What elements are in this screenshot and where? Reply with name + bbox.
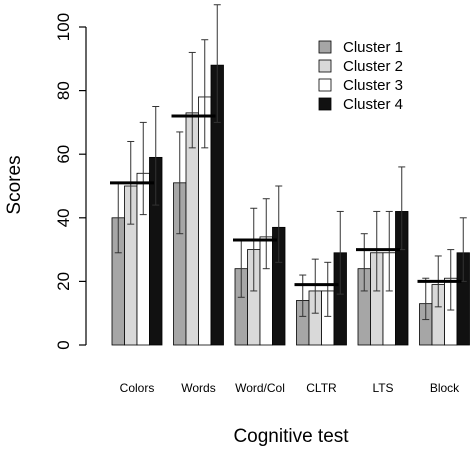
y-axis-title: Scores xyxy=(4,155,25,214)
plot-area xyxy=(110,4,470,346)
category-label: Colors xyxy=(120,381,155,395)
x-axis-title: Cognitive test xyxy=(233,426,349,447)
legend-label: Cluster 2 xyxy=(343,58,403,75)
legend-swatch xyxy=(318,97,332,111)
y-tick-label: 80 xyxy=(54,81,73,100)
y-tick-label: 0 xyxy=(54,340,73,349)
category-label: LTS xyxy=(372,381,393,395)
category-label: Block xyxy=(430,381,460,395)
category-label: Word/Col xyxy=(235,381,285,395)
y-tick-label: 100 xyxy=(54,13,73,41)
category-labels: Colors Words Word/Col CLTR LTS Block xyxy=(120,381,461,395)
legend-label: Cluster 3 xyxy=(343,77,403,94)
legend-swatch xyxy=(318,59,332,73)
category-label: CLTR xyxy=(306,381,337,395)
legend: Cluster 1 Cluster 2 Cluster 3 Cluster 4 xyxy=(318,39,403,113)
y-axis: 0 20 40 60 80 100 xyxy=(54,13,87,350)
y-tick-label: 20 xyxy=(54,272,73,291)
legend-swatch xyxy=(318,78,332,92)
y-tick-label: 40 xyxy=(54,208,73,227)
legend-swatch xyxy=(318,40,332,54)
legend-label: Cluster 4 xyxy=(343,96,403,113)
category-label: Words xyxy=(181,381,215,395)
legend-label: Cluster 1 xyxy=(343,39,403,56)
y-tick-label: 60 xyxy=(54,145,73,164)
